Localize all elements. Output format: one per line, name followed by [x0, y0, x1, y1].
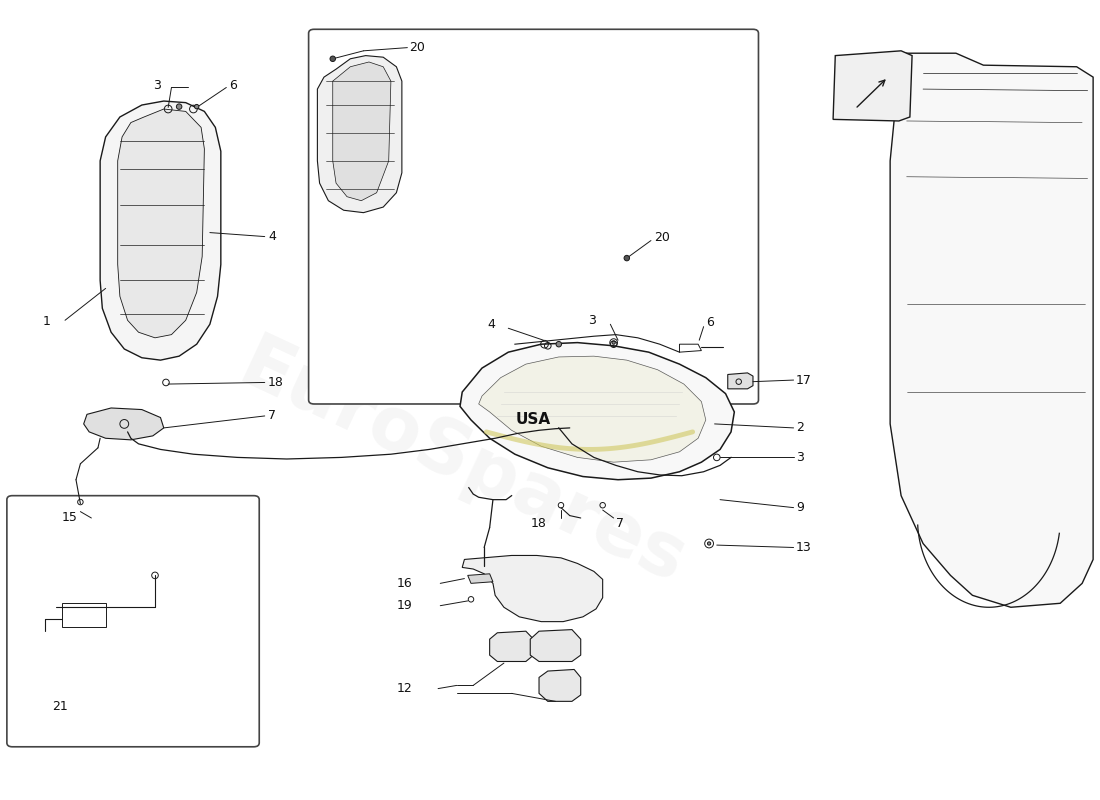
Text: 21: 21	[52, 701, 67, 714]
Polygon shape	[318, 56, 402, 213]
Ellipse shape	[330, 56, 336, 62]
Polygon shape	[890, 54, 1093, 607]
Text: 6: 6	[706, 316, 714, 329]
Text: 15: 15	[62, 511, 78, 525]
Text: since1985: since1985	[433, 251, 667, 390]
Text: 13: 13	[795, 541, 812, 554]
Polygon shape	[478, 356, 706, 462]
Text: 4: 4	[268, 230, 276, 243]
Polygon shape	[118, 109, 205, 338]
Polygon shape	[539, 670, 581, 702]
Polygon shape	[460, 342, 735, 480]
Text: 3: 3	[153, 78, 161, 91]
Text: 18: 18	[268, 376, 284, 389]
FancyBboxPatch shape	[309, 30, 759, 404]
Text: 2: 2	[795, 422, 804, 434]
Text: 4: 4	[487, 318, 495, 330]
Polygon shape	[468, 574, 493, 583]
Text: 3: 3	[588, 314, 596, 326]
Polygon shape	[833, 51, 912, 121]
Polygon shape	[332, 62, 390, 201]
Ellipse shape	[612, 341, 615, 344]
Polygon shape	[530, 630, 581, 662]
Text: 20: 20	[654, 231, 670, 244]
Text: 16: 16	[397, 577, 412, 590]
Text: 1: 1	[43, 315, 51, 328]
Text: 18: 18	[531, 517, 547, 530]
Text: 12: 12	[397, 682, 412, 695]
Polygon shape	[84, 408, 164, 440]
FancyBboxPatch shape	[7, 496, 260, 746]
Ellipse shape	[556, 342, 561, 347]
Ellipse shape	[624, 255, 629, 261]
Text: 3: 3	[795, 451, 804, 464]
Text: EuroSpares: EuroSpares	[228, 329, 697, 599]
Polygon shape	[728, 373, 754, 389]
Ellipse shape	[707, 542, 711, 545]
Ellipse shape	[176, 104, 182, 110]
Text: 17: 17	[795, 374, 812, 386]
Text: 6: 6	[230, 78, 238, 91]
Text: 9: 9	[795, 501, 804, 514]
Text: a passion for: a passion for	[389, 186, 580, 295]
Text: 7: 7	[268, 410, 276, 422]
Ellipse shape	[195, 105, 199, 109]
Text: 20: 20	[409, 41, 426, 54]
Polygon shape	[462, 555, 603, 622]
Text: 19: 19	[397, 599, 412, 612]
Polygon shape	[490, 631, 534, 662]
Polygon shape	[100, 101, 221, 360]
Text: USA: USA	[516, 412, 551, 427]
Text: 7: 7	[616, 517, 624, 530]
